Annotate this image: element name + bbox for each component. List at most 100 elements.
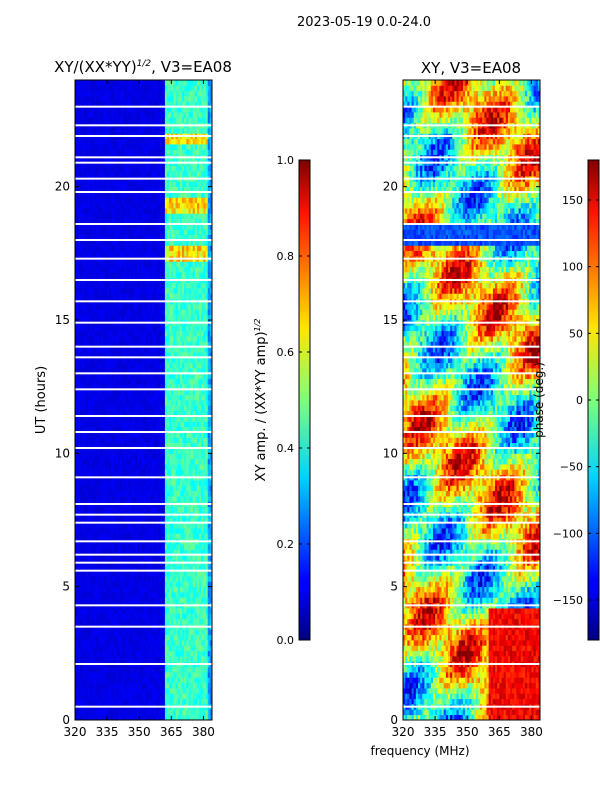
heatmap-cell — [75, 650, 78, 657]
heatmap-cell — [134, 634, 138, 641]
heatmap-cell — [132, 362, 136, 369]
heatmap-cell — [139, 432, 142, 438]
heatmap-cell — [152, 544, 155, 550]
heatmap-cell — [171, 570, 174, 577]
heatmap-cell — [79, 394, 82, 401]
heatmap-cell — [126, 554, 129, 561]
heatmap-cell — [177, 346, 181, 353]
heatmap-cell — [158, 656, 162, 662]
heatmap-cell — [122, 400, 125, 406]
heatmap-cell — [128, 490, 132, 497]
heatmap-cell — [130, 618, 134, 625]
heatmap-cell — [147, 394, 151, 401]
heatmap-cell — [199, 426, 202, 433]
heatmap-cell — [79, 565, 82, 572]
heatmap-cell — [96, 640, 99, 646]
heatmap-cell — [194, 533, 198, 540]
heatmap-cell — [177, 688, 181, 694]
heatmap-cell — [128, 485, 132, 492]
heatmap-cell — [197, 373, 200, 380]
heatmap-cell — [160, 709, 164, 716]
heatmap-cell — [130, 357, 134, 364]
heatmap-cell — [197, 613, 200, 620]
heatmap-cell — [119, 400, 123, 406]
heatmap-cell — [83, 421, 87, 428]
heatmap-cell — [160, 544, 164, 550]
heatmap-cell — [162, 442, 166, 449]
heatmap-cell — [158, 613, 162, 620]
heatmap-cell — [143, 693, 147, 700]
heatmap-cell — [89, 448, 93, 454]
heatmap-cell — [111, 357, 114, 364]
heatmap-cell — [124, 341, 127, 348]
heatmap-cell — [162, 645, 166, 652]
heatmap-cell — [205, 442, 209, 449]
heatmap-cell — [164, 645, 168, 652]
heatmap-cell — [77, 714, 80, 721]
heatmap-cell — [192, 613, 196, 620]
heatmap-cell — [173, 533, 177, 540]
heatmap-cell — [94, 469, 97, 476]
heatmap-cell — [107, 554, 110, 561]
heatmap-cell — [83, 640, 87, 646]
heatmap-cell — [109, 458, 112, 465]
heatmap-cell — [154, 650, 157, 657]
heatmap-cell — [186, 533, 189, 540]
heatmap-cell — [113, 330, 117, 337]
heatmap-cell — [173, 544, 177, 550]
heatmap-cell — [94, 378, 97, 385]
heatmap-cell — [94, 597, 97, 604]
heatmap-cell — [132, 506, 136, 513]
heatmap-cell — [145, 405, 149, 412]
heatmap-cell — [192, 576, 196, 582]
heatmap-cell — [130, 416, 134, 422]
heatmap-cell — [122, 517, 125, 524]
heatmap-cell — [164, 677, 168, 684]
heatmap-cell — [209, 442, 213, 449]
heatmap-cell — [145, 693, 149, 700]
heatmap-cell — [167, 416, 170, 422]
heatmap-cell — [182, 490, 185, 497]
heatmap-cell — [92, 544, 95, 550]
heatmap-cell — [184, 442, 187, 449]
heatmap-cell — [141, 325, 144, 332]
heatmap-cell — [137, 672, 140, 678]
heatmap-cell — [177, 650, 181, 657]
heatmap-cell — [149, 480, 153, 486]
heatmap-cell — [122, 698, 125, 705]
heatmap-cell — [182, 682, 185, 689]
heatmap-cell — [111, 688, 114, 694]
heatmap-cell — [96, 437, 99, 444]
heatmap-cell — [119, 672, 123, 678]
heatmap-cell — [160, 714, 164, 721]
heatmap-cell — [201, 554, 204, 561]
heatmap-cell — [182, 522, 185, 529]
heatmap-cell — [113, 442, 117, 449]
heatmap-cell — [199, 336, 202, 342]
heatmap-cell — [162, 672, 166, 678]
heatmap-cell — [98, 522, 102, 529]
heatmap-cell — [130, 432, 134, 438]
heatmap-cell — [89, 592, 93, 598]
heatmap-cell — [173, 426, 177, 433]
heatmap-cell — [102, 544, 106, 550]
heatmap-cell — [137, 368, 140, 374]
heatmap-cell — [111, 485, 114, 492]
heatmap-cell — [175, 709, 179, 716]
heatmap-cell — [179, 405, 183, 412]
heatmap-cell — [194, 693, 198, 700]
heatmap-cell — [137, 469, 140, 476]
heatmap-cell — [205, 672, 209, 678]
heatmap-cell — [128, 336, 132, 342]
heatmap-cell — [128, 517, 132, 524]
heatmap-cell — [205, 341, 209, 348]
heatmap-cell — [147, 586, 151, 593]
heatmap-cell — [184, 533, 187, 540]
heatmap-cell — [152, 336, 155, 342]
heatmap-cell — [184, 469, 187, 476]
heatmap-cell — [104, 656, 108, 662]
heatmap-cell — [209, 400, 213, 406]
heatmap-cell — [179, 442, 183, 449]
heatmap-cell — [83, 528, 87, 534]
heatmap-cell — [190, 698, 194, 705]
